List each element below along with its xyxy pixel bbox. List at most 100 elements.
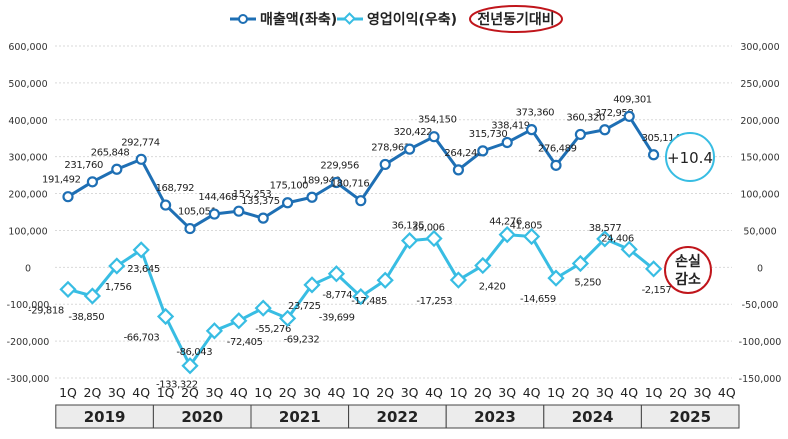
data-label: 36,125: [392, 221, 425, 232]
data-label: -133,322: [156, 380, 198, 391]
data-label: 373,360: [516, 108, 555, 119]
data-point: [233, 205, 245, 217]
x-tick-label: 2Q: [572, 385, 590, 400]
data-point: [355, 195, 367, 207]
x-tick-label: 3Q: [498, 385, 516, 400]
data-point: [230, 312, 248, 330]
gridlines: [55, 45, 732, 379]
data-label: -69,232: [284, 334, 320, 345]
right-axis-ticks: 300,000 250,000 200,000 150,000 100,000 50,00…: [739, 42, 782, 385]
x-tick-label: 2Q: [669, 385, 687, 400]
left-tick-label: -200,000: [7, 337, 50, 348]
data-point: [108, 257, 126, 275]
data-label: -2,157: [642, 285, 672, 296]
data-point: [254, 299, 272, 317]
data-point: [522, 227, 541, 246]
data-label: -17,253: [416, 296, 452, 307]
data-label: -55,276: [255, 324, 291, 335]
legend: 매출액(좌축) 영업이익(우축) 전년동기대비: [230, 5, 563, 33]
left-tick-label: 0: [25, 263, 31, 274]
data-point: [59, 280, 77, 298]
x-tick-label: 1Q: [352, 385, 370, 400]
data-label: -86,043: [176, 347, 212, 358]
data-label: 41,805: [510, 220, 543, 231]
data-point: [525, 124, 538, 136]
right-tick-label: -100,000: [739, 337, 782, 348]
x-tick-label: 1Q: [254, 385, 272, 400]
data-label: 38,577: [589, 223, 622, 234]
data-point: [501, 136, 513, 149]
legend-label-sales: 매출액(좌축): [260, 11, 337, 28]
year-label: 2024: [572, 408, 614, 426]
data-point: [160, 199, 172, 211]
data-point: [282, 197, 294, 209]
data-label: 231,760: [64, 160, 103, 171]
left-tick-label: -100,000: [7, 300, 50, 311]
data-point: [547, 269, 565, 287]
x-tick-label: 3Q: [401, 385, 419, 400]
left-tick-label: 400,000: [8, 116, 47, 127]
data-point: [474, 256, 492, 275]
data-label: 265,848: [91, 147, 130, 158]
legend-label-profit: 영업이익(우축): [367, 11, 457, 28]
data-point: [83, 287, 102, 305]
data-label: 320,422: [394, 127, 433, 138]
x-tick-label: 4Q: [328, 385, 346, 400]
data-label: 2,420: [479, 282, 506, 293]
right-tick-label: 200,000: [740, 116, 779, 127]
year-label: 2020: [181, 408, 223, 426]
data-point: [596, 230, 614, 248]
data-label: -8,774: [322, 290, 352, 301]
data-label: 180,716: [331, 179, 370, 190]
legend-marker-sales: [238, 14, 248, 24]
data-point: [62, 191, 74, 203]
data-point: [477, 145, 489, 157]
x-tick-label: 4Q: [523, 385, 541, 400]
data-label: 105,051: [178, 207, 217, 218]
x-tick-label: 1Q: [547, 385, 565, 400]
legend-marker-profit: [343, 12, 356, 25]
data-label: 354,150: [418, 115, 457, 126]
data-label: 44,276: [489, 217, 522, 228]
x-tick-label: 3Q: [108, 385, 126, 400]
data-label: 278,963: [371, 142, 410, 153]
year-label: 2025: [669, 408, 711, 426]
left-tick-label: 300,000: [8, 153, 47, 164]
data-label: 39,006: [412, 223, 445, 234]
data-point: [400, 232, 419, 250]
right-tick-label: 100,000: [740, 190, 779, 201]
data-point: [379, 158, 391, 171]
x-axis: 1Q 2Q 3Q 4Q 1Q 2Q 3Q 4Q 1Q 2Q 3Q 4Q 1Q 2Q 3Q 4Q 1Q 2Q 3Q 4Q…: [55, 385, 740, 429]
data-point: [550, 159, 562, 171]
x-tick-label: 4Q: [718, 385, 736, 400]
data-label: 360,320: [566, 112, 605, 123]
data-label: 168,792: [156, 183, 195, 194]
x-tick-label: 1Q: [450, 385, 468, 400]
legend-label-yoy: 전년동기대비: [477, 11, 554, 28]
x-tick-label: 4Q: [230, 385, 248, 400]
data-label: -14,659: [520, 294, 556, 305]
data-point: [376, 271, 394, 289]
data-point: [449, 271, 468, 289]
x-tick-label: 4Q: [620, 385, 638, 400]
data-point: [623, 110, 635, 122]
left-tick-label: -300,000: [7, 374, 50, 385]
data-label: 133,375: [241, 196, 280, 207]
data-point: [86, 176, 99, 188]
data-point: [278, 309, 297, 328]
data-point: [498, 226, 516, 244]
data-point: [306, 191, 318, 203]
year-label: 2023: [474, 408, 516, 426]
x-tick-label: 2Q: [376, 385, 394, 400]
data-point: [257, 212, 269, 224]
left-tick-label: 200,000: [8, 190, 47, 201]
data-label: 305,114: [642, 133, 681, 144]
data-label: 315,730: [469, 129, 508, 140]
data-point: [428, 131, 440, 143]
data-label: 1,756: [105, 282, 132, 293]
legend-item-profit: 영업이익(우축): [337, 11, 457, 28]
left-tick-label: 500,000: [8, 79, 47, 90]
data-label: 191,492: [42, 175, 81, 186]
x-tick-label: 2Q: [474, 385, 492, 400]
